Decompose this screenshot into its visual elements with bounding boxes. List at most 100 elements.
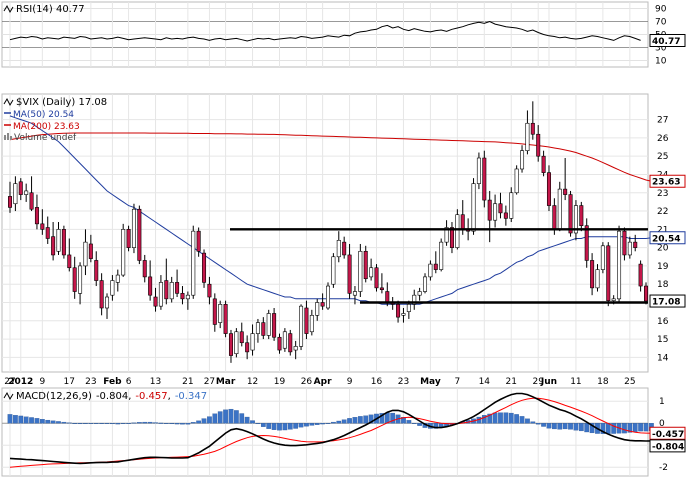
candle-92 bbox=[503, 205, 508, 226]
macd-bar-39 bbox=[217, 411, 223, 424]
candle-105 bbox=[573, 200, 578, 241]
macd-bar-48 bbox=[266, 423, 272, 429]
candle-body-106 bbox=[579, 205, 584, 226]
candle-body-16 bbox=[94, 260, 99, 281]
macd-bar-58 bbox=[320, 423, 325, 425]
macd-bar-92 bbox=[503, 412, 509, 424]
candle-27 bbox=[153, 287, 158, 312]
macd-bar-12 bbox=[72, 423, 78, 424]
macd-bar-46 bbox=[255, 423, 261, 425]
x-tick-14: Apr bbox=[314, 377, 332, 387]
candle-body-28 bbox=[158, 282, 163, 307]
macd-bar-95 bbox=[519, 416, 525, 424]
candle-5 bbox=[34, 194, 39, 230]
candle-body-115 bbox=[627, 241, 632, 256]
candle-body-87 bbox=[476, 157, 481, 184]
macd-bar-30 bbox=[169, 423, 175, 425]
candle-47 bbox=[261, 317, 266, 340]
candle-15 bbox=[88, 234, 93, 263]
macd-last-badge: -0.804 bbox=[652, 442, 684, 452]
candle-89 bbox=[487, 190, 492, 243]
ma50-line bbox=[9, 115, 652, 305]
candle-body-79 bbox=[433, 263, 438, 270]
macd-bar-79 bbox=[433, 423, 439, 429]
macd-bar-53 bbox=[293, 423, 299, 429]
candle-body-86 bbox=[471, 183, 476, 232]
candle-body-13 bbox=[78, 265, 83, 294]
candle-11 bbox=[67, 238, 72, 272]
macd-bar-114 bbox=[622, 423, 627, 434]
macd-bar-116 bbox=[632, 423, 638, 432]
candle-48 bbox=[266, 309, 271, 340]
macd-bar-110 bbox=[600, 423, 606, 434]
candle-body-48 bbox=[266, 313, 271, 336]
candle-body-67 bbox=[369, 267, 374, 278]
candle-19 bbox=[110, 275, 115, 301]
candle-body-72 bbox=[396, 304, 401, 318]
macd-bar-17 bbox=[99, 423, 104, 424]
macd-bar-38 bbox=[212, 413, 218, 424]
x-tick-16: 16 bbox=[371, 377, 383, 387]
macd-bar-99 bbox=[541, 423, 546, 427]
macd-bar-108 bbox=[589, 423, 595, 434]
macd-bar-88 bbox=[481, 415, 487, 424]
macd-bar-57 bbox=[314, 423, 320, 425]
x-tick-13: 26 bbox=[301, 377, 313, 387]
macd-bar-24 bbox=[137, 422, 142, 424]
candle-body-108 bbox=[590, 260, 595, 289]
volume-icon bbox=[4, 133, 12, 140]
signal-value: -0.457 bbox=[135, 391, 167, 402]
ma200-badge: 23.63 bbox=[652, 178, 680, 188]
candle-body-7 bbox=[45, 227, 50, 239]
legend-volume: Volume undef bbox=[14, 133, 77, 143]
candle-82 bbox=[449, 222, 454, 254]
price-legend: $VIX (Daily) 17.08 MA(50) 20.54 MA(200) … bbox=[3, 97, 107, 143]
macd-bar-66 bbox=[363, 415, 369, 424]
candle-3 bbox=[24, 183, 29, 202]
candle-22 bbox=[126, 225, 131, 252]
candle-50 bbox=[277, 333, 282, 354]
candle-body-112 bbox=[611, 298, 616, 301]
candle-body-31 bbox=[175, 282, 180, 294]
macd-bar-16 bbox=[93, 423, 99, 424]
candle-58 bbox=[320, 293, 325, 310]
candle-body-15 bbox=[88, 243, 93, 259]
candle-42 bbox=[234, 328, 239, 358]
macd-bar-104 bbox=[568, 423, 573, 430]
candle-102 bbox=[557, 181, 562, 232]
macd-bar-6 bbox=[39, 419, 45, 424]
candle-body-40 bbox=[223, 304, 228, 334]
candle-body-26 bbox=[148, 276, 153, 296]
candle-73 bbox=[401, 307, 406, 323]
macd-bar-18 bbox=[104, 423, 110, 424]
candle-65 bbox=[358, 243, 363, 298]
candle-107 bbox=[584, 218, 589, 268]
macd-bar-74 bbox=[406, 420, 412, 424]
candle-37 bbox=[207, 276, 212, 305]
rsi-tick-90: 90 bbox=[655, 5, 667, 15]
candle-49 bbox=[272, 307, 277, 341]
candle-106 bbox=[579, 201, 584, 232]
macd-bar-59 bbox=[325, 423, 331, 424]
candle-body-32 bbox=[180, 293, 185, 300]
macd-bar-52 bbox=[287, 423, 293, 430]
candle-body-81 bbox=[444, 227, 449, 243]
candle-body-102 bbox=[557, 188, 562, 230]
price-tick-25: 25 bbox=[657, 152, 668, 162]
x-tick-1: 2012 bbox=[8, 377, 33, 387]
x-tick-0: 27 bbox=[4, 377, 15, 387]
price-tick-18: 18 bbox=[657, 280, 669, 290]
candle-109 bbox=[595, 264, 600, 292]
macd-icon bbox=[3, 391, 14, 401]
candle-body-6 bbox=[40, 223, 45, 230]
candle-30 bbox=[169, 276, 174, 303]
macd-bar-98 bbox=[535, 423, 541, 425]
candle-18 bbox=[105, 293, 110, 319]
macd-value: -0.804 bbox=[96, 391, 128, 402]
candle-body-45 bbox=[250, 333, 255, 351]
candle-69 bbox=[379, 273, 384, 294]
candle-body-18 bbox=[105, 296, 110, 309]
candle-body-43 bbox=[239, 331, 244, 344]
macd-bar-36 bbox=[201, 418, 207, 424]
